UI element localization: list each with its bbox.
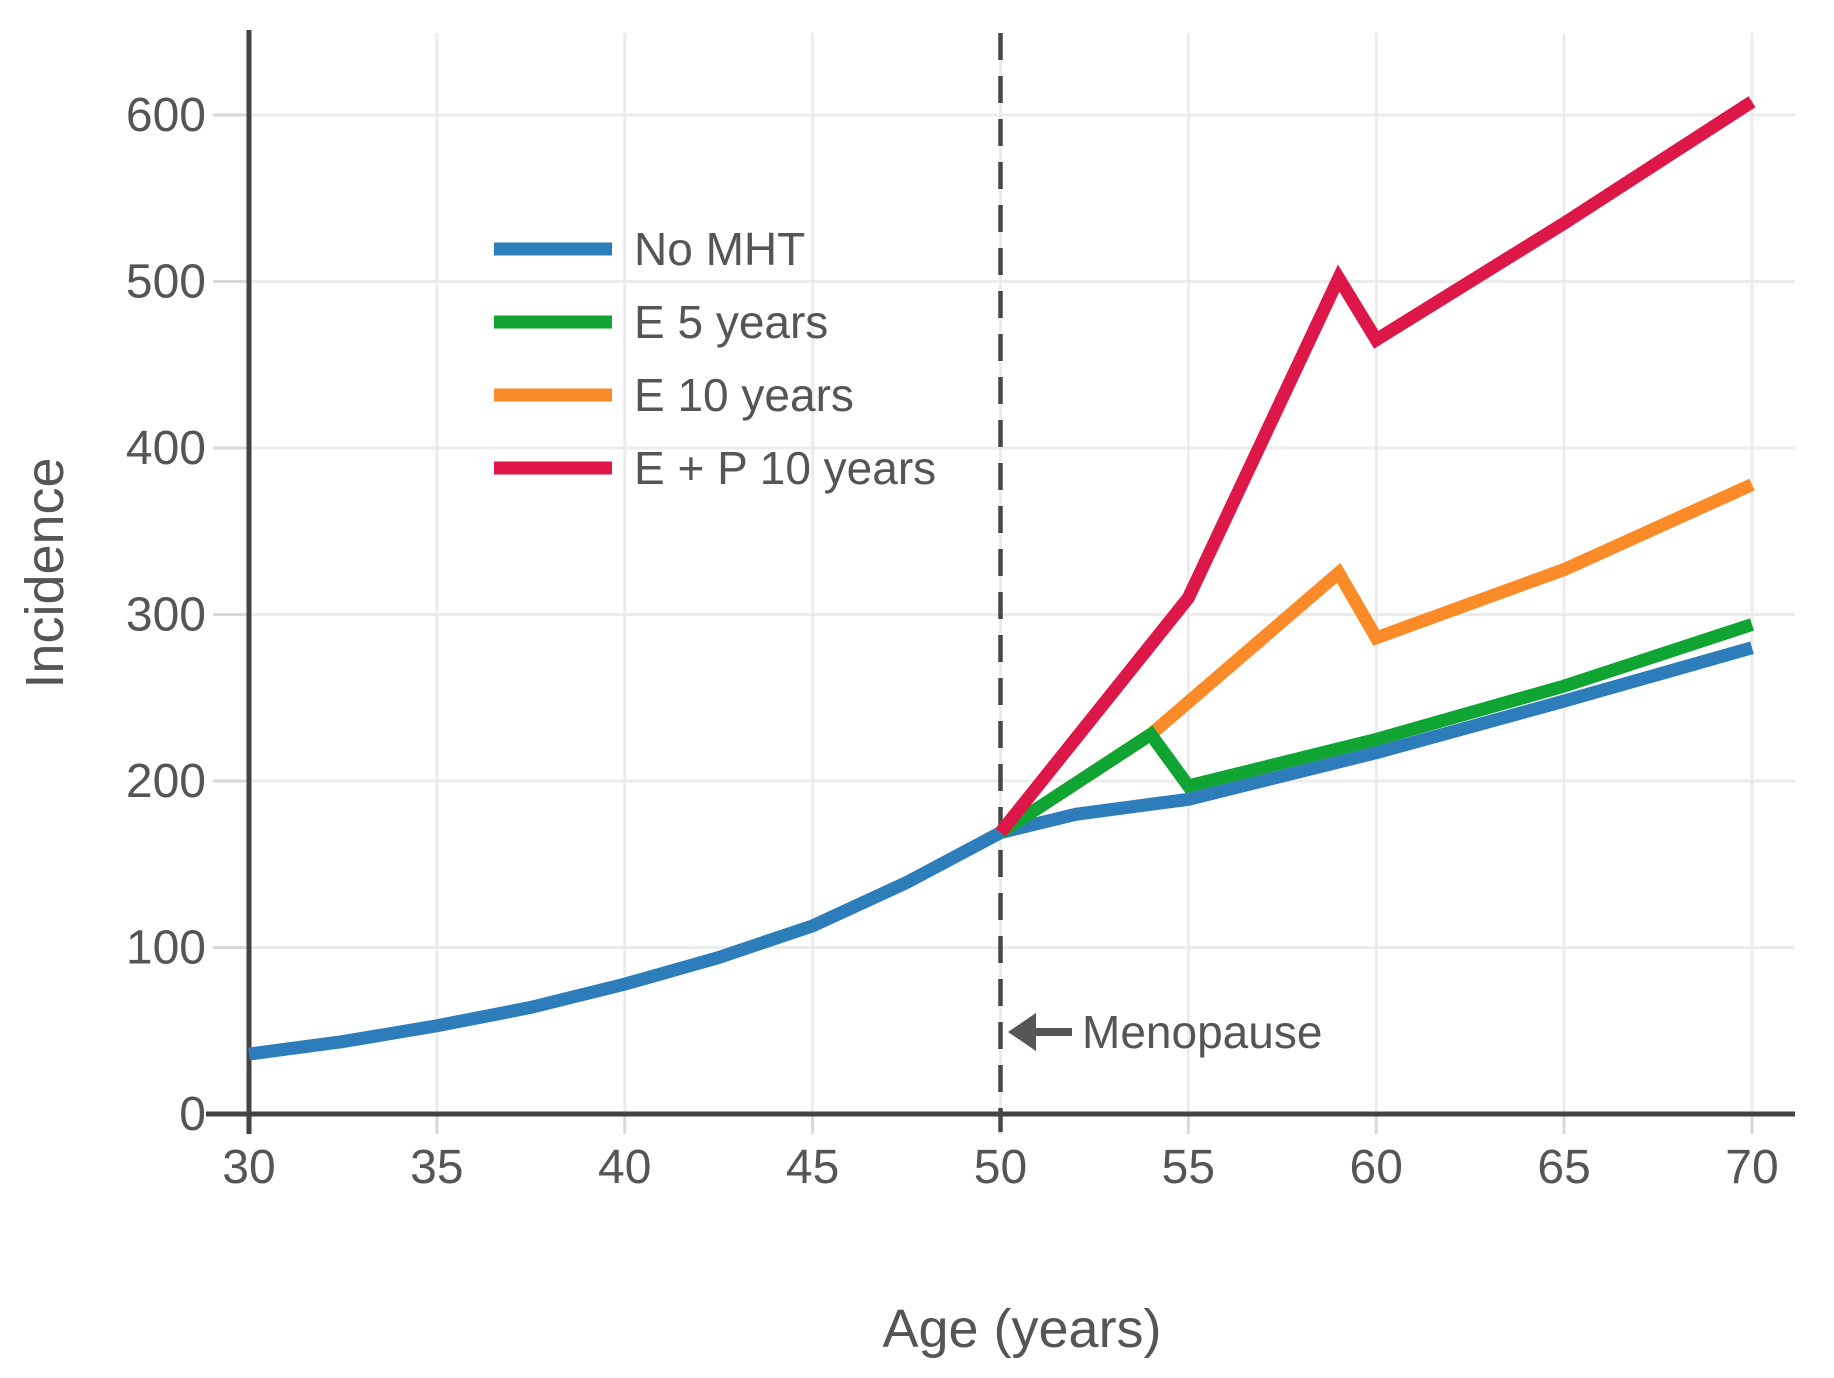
x-tick-label: 65: [1537, 1141, 1590, 1194]
series-line-e-p-10-years: [995, 96, 1756, 837]
x-tick-label: 55: [1162, 1141, 1215, 1194]
y-tick-label: 500: [126, 256, 206, 309]
legend-label: No MHT: [634, 223, 805, 275]
x-tick-label: 45: [786, 1141, 839, 1194]
y-tick-label: 300: [126, 589, 206, 642]
x-tick-label: 35: [410, 1141, 463, 1194]
x-axis-title: Age (years): [882, 1299, 1162, 1359]
x-tick-label: 60: [1350, 1141, 1403, 1194]
x-tick-label: 70: [1725, 1141, 1778, 1194]
x-tick-label: 30: [222, 1141, 275, 1194]
legend-label: E 5 years: [634, 296, 828, 348]
menopause-arrowhead-icon: [1008, 1013, 1036, 1051]
series-line-no-mht: [248, 641, 1754, 1061]
x-tick-label: 40: [598, 1141, 651, 1194]
legend-label: E 10 years: [634, 369, 854, 421]
y-tick-label: 0: [179, 1088, 206, 1141]
x-tick-label: 50: [974, 1141, 1027, 1194]
y-tick-label: 600: [126, 89, 206, 142]
menopause-label: Menopause: [1082, 1006, 1322, 1058]
y-axis-title: Incidence: [15, 457, 75, 689]
series-line-e-5-years: [996, 618, 1755, 839]
y-tick-label: 100: [126, 922, 206, 975]
y-tick-label: 400: [126, 422, 206, 475]
legend-label: E + P 10 years: [634, 442, 936, 494]
y-tick-label: 200: [126, 755, 206, 808]
